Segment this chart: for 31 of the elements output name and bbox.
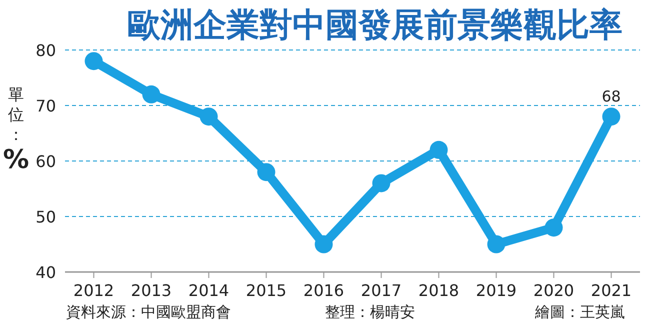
point bbox=[372, 174, 390, 192]
x-tick-label: 2012 bbox=[73, 281, 114, 300]
x-tick-label: 2020 bbox=[533, 281, 574, 300]
text: 繪圖：王英嵐 bbox=[534, 303, 625, 321]
x-tick-label: 2013 bbox=[130, 281, 172, 300]
data-label: 68 bbox=[602, 88, 621, 106]
x-tick-label: 2017 bbox=[360, 281, 402, 300]
source-note: 資料來源：中國歐盟商會 bbox=[66, 303, 231, 321]
point bbox=[487, 235, 506, 254]
x-tick-label: 2014 bbox=[188, 281, 230, 300]
point bbox=[200, 108, 218, 126]
x-tick-label: 2015 bbox=[246, 281, 287, 300]
point bbox=[544, 218, 563, 237]
y-tick-label: 60 bbox=[36, 152, 56, 171]
point bbox=[142, 85, 160, 104]
y-tick-label: 40 bbox=[36, 263, 56, 282]
x-tick-label: 2018 bbox=[418, 281, 460, 300]
chart-title: 歐洲企業對中國發展前景樂觀比率 bbox=[128, 5, 622, 44]
point bbox=[84, 52, 103, 70]
point bbox=[314, 235, 333, 254]
y-axis-title: 單位：% bbox=[2, 85, 30, 175]
point bbox=[602, 108, 620, 126]
x-tick-label: 2016 bbox=[303, 281, 344, 300]
point bbox=[430, 140, 448, 159]
y-tick-label: 80 bbox=[36, 41, 56, 60]
x-tick-label: 2021 bbox=[590, 281, 632, 300]
point bbox=[257, 163, 276, 182]
y-tick-label: 70 bbox=[36, 96, 56, 116]
x-tick-label: 2019 bbox=[476, 281, 517, 300]
text: 整理：楊晴安 bbox=[325, 303, 415, 321]
y-tick-label: 50 bbox=[36, 208, 56, 226]
